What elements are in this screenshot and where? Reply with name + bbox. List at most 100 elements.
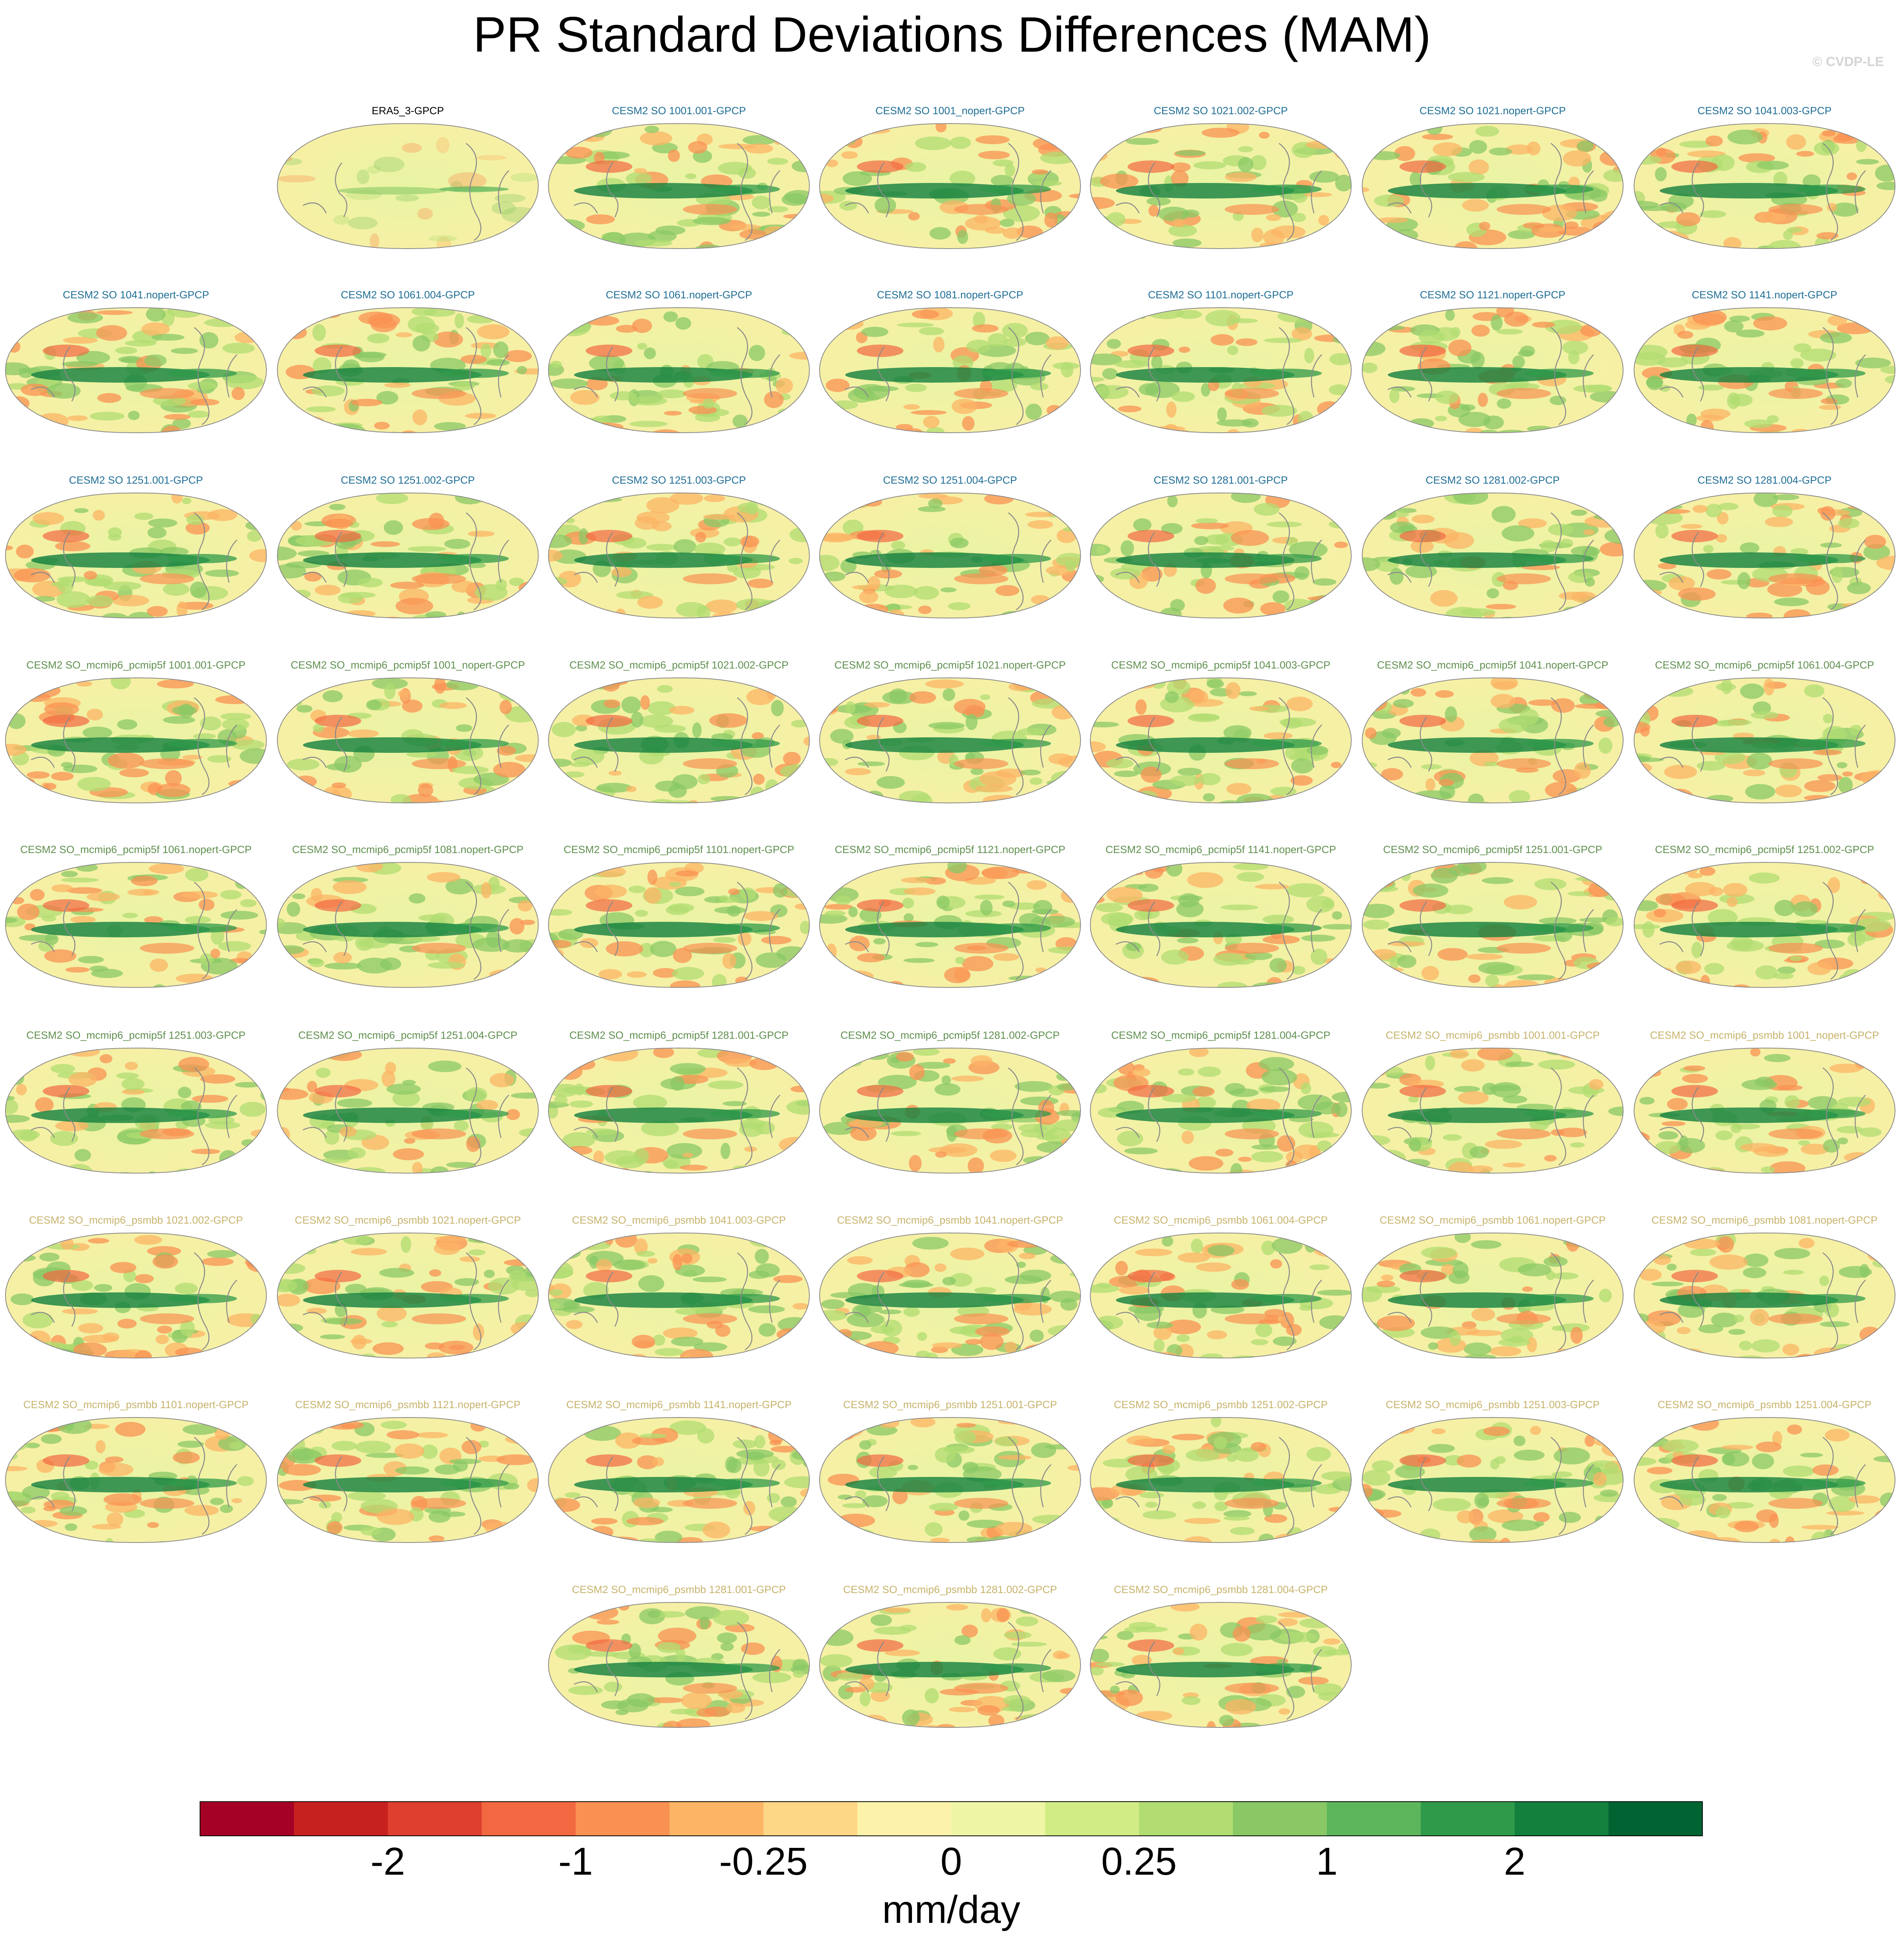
panel-label: CESM2 SO_mcmip6_pcmip5f 1141.nopert-GPCP bbox=[1105, 844, 1336, 855]
panel-label: CESM2 SO_mcmip6_psmbb 1141.nopert-GPCP bbox=[566, 1399, 792, 1410]
panel-label: CESM2 SO_mcmip6_pcmip5f 1021.nopert-GPCP bbox=[834, 659, 1066, 671]
panel-label: CESM2 SO_mcmip6_psmbb 1101.nopert-GPCP bbox=[23, 1399, 249, 1410]
panel-label: CESM2 SO 1041.nopert-GPCP bbox=[63, 289, 209, 301]
panel-label: CESM2 SO_mcmip6_pcmip5f 1251.002-GPCP bbox=[1655, 844, 1874, 855]
panel-label: CESM2 SO_mcmip6_psmbb 1021.nopert-GPCP bbox=[295, 1214, 521, 1226]
map-panel: CESM2 SO_mcmip6_psmbb 1251.003-GPCP bbox=[1361, 1399, 1624, 1543]
map-panel: CESM2 SO_mcmip6_pcmip5f 1061.nopert-GPCP bbox=[5, 844, 267, 988]
panel-label: CESM2 SO 1251.004-GPCP bbox=[883, 474, 1017, 486]
map-panel: CESM2 SO_mcmip6_pcmip5f 1281.004-GPCP bbox=[1089, 1029, 1352, 1174]
map-panel: CESM2 SO_mcmip6_psmbb 1061.nopert-GPCP bbox=[1361, 1214, 1624, 1359]
colorbar-swatch bbox=[576, 1802, 670, 1836]
panel-label: CESM2 SO_mcmip6_psmbb 1061.004-GPCP bbox=[1114, 1214, 1328, 1226]
map-panel: CESM2 SO 1281.002-GPCP bbox=[1361, 474, 1624, 619]
panel-label: CESM2 SO_mcmip6_pcmip5f 1251.003-GPCP bbox=[26, 1029, 245, 1041]
panel-label: CESM2 SO_mcmip6_psmbb 1251.002-GPCP bbox=[1114, 1399, 1328, 1410]
panel-label: CESM2 SO_mcmip6_pcmip5f 1281.002-GPCP bbox=[841, 1029, 1060, 1041]
map-panel: CESM2 SO_mcmip6_psmbb 1121.nopert-GPCP bbox=[277, 1399, 539, 1543]
panel-label: ERA5_3-GPCP bbox=[372, 105, 444, 117]
colorbar-swatch bbox=[1139, 1802, 1233, 1836]
colorbar-tick-label: 1 bbox=[1316, 1840, 1338, 1883]
panel-label: CESM2 SO 1001_nopert-GPCP bbox=[875, 105, 1025, 117]
panel-label: CESM2 SO_mcmip6_psmbb 1251.004-GPCP bbox=[1658, 1399, 1872, 1410]
panel-label: CESM2 SO_mcmip6_psmbb 1251.003-GPCP bbox=[1386, 1399, 1600, 1410]
map-panel: CESM2 SO_mcmip6_pcmip5f 1001_nopert-GPCP bbox=[277, 659, 539, 804]
panel-label: CESM2 SO 1281.004-GPCP bbox=[1697, 474, 1831, 486]
colorbar-tick-label: -0.25 bbox=[719, 1840, 808, 1883]
map-panel: CESM2 SO 1251.003-GPCP bbox=[548, 474, 810, 619]
panel-label: CESM2 SO_mcmip6_psmbb 1281.004-GPCP bbox=[1114, 1584, 1328, 1595]
panel-label: CESM2 SO_mcmip6_psmbb 1021.002-GPCP bbox=[29, 1214, 243, 1226]
map-panel: CESM2 SO 1281.001-GPCP bbox=[1089, 474, 1352, 619]
colorbar-swatch bbox=[200, 1802, 294, 1836]
panel-label: CESM2 SO_mcmip6_pcmip5f 1251.001-GPCP bbox=[1383, 844, 1602, 855]
panel-label: CESM2 SO_mcmip6_psmbb 1281.002-GPCP bbox=[843, 1584, 1057, 1595]
map-panel: CESM2 SO_mcmip6_pcmip5f 1001.001-GPCP bbox=[5, 659, 267, 804]
panel-label: CESM2 SO 1251.003-GPCP bbox=[612, 474, 746, 486]
panel-label: CESM2 SO 1141.nopert-GPCP bbox=[1692, 289, 1838, 301]
map-panel: CESM2 SO 1251.004-GPCP bbox=[819, 474, 1081, 619]
page-title: PR Standard Deviations Differences (MAM) bbox=[473, 7, 1431, 63]
panel-label: CESM2 SO_mcmip6_pcmip5f 1001.001-GPCP bbox=[26, 659, 245, 671]
panel-label: CESM2 SO 1061.nopert-GPCP bbox=[606, 289, 752, 301]
panel-label: CESM2 SO_mcmip6_psmbb 1081.nopert-GPCP bbox=[1652, 1214, 1878, 1226]
panel-label: CESM2 SO_mcmip6_pcmip5f 1001_nopert-GPCP bbox=[291, 659, 525, 671]
map-panel: CESM2 SO_mcmip6_pcmip5f 1281.001-GPCP bbox=[548, 1029, 810, 1174]
map-panel: CESM2 SO_mcmip6_psmbb 1021.002-GPCP bbox=[5, 1214, 267, 1359]
panel-label: CESM2 SO 1021.nopert-GPCP bbox=[1420, 105, 1566, 117]
colorbar-tick-label: 0 bbox=[940, 1840, 962, 1883]
panel-label: CESM2 SO_mcmip6_pcmip5f 1021.002-GPCP bbox=[569, 659, 788, 671]
panel-label: CESM2 SO 1251.002-GPCP bbox=[341, 474, 475, 486]
colorbar-swatch bbox=[1608, 1802, 1703, 1836]
map-panel: CESM2 SO_mcmip6_psmbb 1061.004-GPCP bbox=[1089, 1214, 1352, 1359]
panel-label: CESM2 SO_mcmip6_pcmip5f 1061.nopert-GPCP bbox=[20, 844, 252, 855]
panel-label: CESM2 SO 1121.nopert-GPCP bbox=[1420, 289, 1566, 301]
map-panel: CESM2 SO 1061.004-GPCP bbox=[277, 289, 539, 434]
colorbar-tick-label: 2 bbox=[1504, 1840, 1526, 1883]
panel-label: CESM2 SO 1041.003-GPCP bbox=[1697, 105, 1831, 117]
panel-label: CESM2 SO 1281.002-GPCP bbox=[1425, 474, 1559, 486]
panel-label: CESM2 SO 1061.004-GPCP bbox=[341, 289, 475, 301]
colorbar-swatch bbox=[951, 1802, 1046, 1836]
panel-label: CESM2 SO_mcmip6_pcmip5f 1281.001-GPCP bbox=[569, 1029, 788, 1041]
map-panel: CESM2 SO_mcmip6_pcmip5f 1021.nopert-GPCP bbox=[819, 659, 1081, 804]
map-panel: CESM2 SO_mcmip6_psmbb 1281.004-GPCP bbox=[1089, 1584, 1352, 1728]
map-panel: CESM2 SO_mcmip6_psmbb 1001.001-GPCP bbox=[1361, 1029, 1624, 1174]
map-panel: CESM2 SO 1141.nopert-GPCP bbox=[1633, 289, 1896, 434]
panel-label: CESM2 SO_mcmip6_psmbb 1251.001-GPCP bbox=[843, 1399, 1057, 1410]
panel-label: CESM2 SO_mcmip6_pcmip5f 1281.004-GPCP bbox=[1111, 1029, 1330, 1041]
colorbar-swatch bbox=[388, 1802, 482, 1836]
panel-label: CESM2 SO_mcmip6_pcmip5f 1121.nopert-GPCP bbox=[835, 844, 1065, 855]
panel-label: CESM2 SO_mcmip6_pcmip5f 1251.004-GPCP bbox=[298, 1029, 517, 1041]
map-panel: CESM2 SO 1041.nopert-GPCP bbox=[5, 289, 267, 434]
panel-label: CESM2 SO_mcmip6_pcmip5f 1041.nopert-GPCP bbox=[1377, 659, 1608, 671]
map-panel: CESM2 SO 1081.nopert-GPCP bbox=[819, 289, 1081, 434]
panel-label: CESM2 SO 1101.nopert-GPCP bbox=[1148, 289, 1294, 301]
colorbar-swatch bbox=[294, 1802, 388, 1836]
panel-label: CESM2 SO 1251.001-GPCP bbox=[69, 474, 203, 486]
panel-label: CESM2 SO 1081.nopert-GPCP bbox=[877, 289, 1023, 301]
map-panel: CESM2 SO 1001.001-GPCP bbox=[548, 105, 810, 249]
map-panel: CESM2 SO 1281.004-GPCP bbox=[1633, 474, 1896, 619]
map-panel: CESM2 SO_mcmip6_pcmip5f 1251.001-GPCP bbox=[1361, 844, 1624, 988]
colorbar-swatch bbox=[1327, 1802, 1421, 1836]
map-panel: CESM2 SO_mcmip6_pcmip5f 1061.004-GPCP bbox=[1633, 659, 1896, 804]
map-panel: CESM2 SO_mcmip6_psmbb 1041.003-GPCP bbox=[548, 1214, 810, 1359]
panel-label: CESM2 SO_mcmip6_pcmip5f 1061.004-GPCP bbox=[1655, 659, 1874, 671]
panel-label: CESM2 SO_mcmip6_psmbb 1061.nopert-GPCP bbox=[1380, 1214, 1606, 1226]
panel-label: CESM2 SO_mcmip6_pcmip5f 1101.nopert-GPCP bbox=[564, 844, 794, 855]
panel-label: CESM2 SO_mcmip6_psmbb 1121.nopert-GPCP bbox=[295, 1399, 520, 1410]
panel-label: CESM2 SO 1021.002-GPCP bbox=[1154, 105, 1288, 117]
colorbar-swatch bbox=[1420, 1802, 1515, 1836]
colorbar-swatch bbox=[1514, 1802, 1609, 1836]
map-panel: CESM2 SO 1041.003-GPCP bbox=[1633, 105, 1896, 249]
colorbar-tick-label: -1 bbox=[559, 1840, 593, 1883]
panel-label: CESM2 SO_mcmip6_psmbb 1281.001-GPCP bbox=[572, 1584, 786, 1595]
colorbar-swatch bbox=[669, 1802, 764, 1836]
colorbar-swatch bbox=[857, 1802, 952, 1836]
map-panel: CESM2 SO_mcmip6_psmbb 1141.nopert-GPCP bbox=[548, 1399, 810, 1543]
copyright-watermark: © CVDP-LE bbox=[1812, 54, 1884, 69]
map-panel: CESM2 SO_mcmip6_psmbb 1251.002-GPCP bbox=[1089, 1399, 1352, 1543]
